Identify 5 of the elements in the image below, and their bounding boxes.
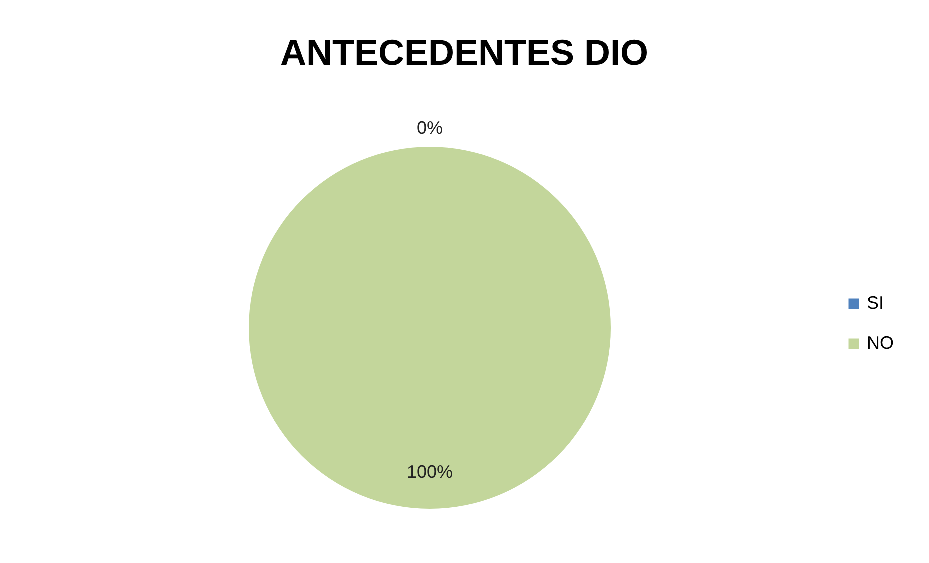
data-label: 100%	[406, 462, 454, 482]
chart-title: ANTECEDENTES DIO	[280, 32, 649, 73]
text: 0%	[416, 118, 444, 138]
legend-label: SI	[867, 293, 884, 313]
legend-label: NO	[867, 333, 894, 353]
